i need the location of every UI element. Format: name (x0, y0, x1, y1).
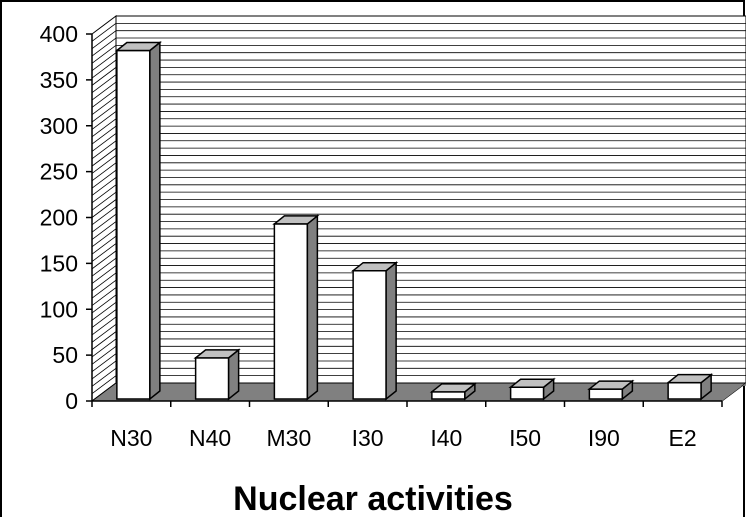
x-tick-label: I90 (588, 425, 620, 451)
x-tick-label: N30 (110, 425, 152, 451)
gridline-side (91, 221, 117, 240)
bar (193, 348, 241, 401)
gridline-side (91, 375, 117, 394)
gridline-side (91, 301, 117, 321)
bar (429, 382, 478, 401)
gridline-side (91, 162, 117, 182)
bar-face (431, 391, 466, 400)
bar (665, 373, 714, 401)
bar-face (667, 381, 702, 400)
y-tick-label: 200 (40, 205, 78, 231)
gridline-side (91, 199, 117, 218)
bar-top (429, 383, 478, 393)
gridline-side (91, 228, 117, 248)
bar-top (272, 215, 320, 225)
gridline-side (91, 191, 117, 211)
x-tick-label: I30 (352, 425, 384, 451)
bar-face (352, 269, 387, 400)
gridline-side (91, 155, 117, 174)
gridline-side (91, 213, 117, 233)
bar-top (114, 41, 163, 52)
gridline-side (91, 250, 117, 270)
gridline-side (91, 37, 117, 57)
gridline-side (91, 52, 117, 72)
bar-face (509, 386, 545, 400)
gridline-side (91, 294, 117, 314)
y-tick-label: 350 (40, 67, 78, 93)
y-tick-label: 300 (40, 113, 78, 139)
y-tick-label: 250 (40, 159, 78, 185)
gridline-side (91, 111, 117, 130)
gridline-side (91, 125, 117, 145)
bar (508, 377, 556, 401)
gridline-side (91, 103, 117, 123)
gridline-side (91, 360, 117, 380)
gridline-side (91, 206, 117, 226)
gridline-side (91, 147, 117, 167)
gridline-side (91, 89, 117, 108)
x-tick-label: I50 (509, 425, 541, 451)
gridline-side (91, 96, 117, 116)
gridline-side (91, 30, 117, 50)
gridline-side (91, 169, 117, 189)
gridline-side (91, 345, 117, 365)
gridline-side (91, 81, 117, 101)
plot-floor-edge (92, 383, 746, 401)
gridline-side (91, 184, 117, 204)
y-tick-label: 150 (40, 250, 78, 276)
gridline-side (91, 368, 117, 387)
bar-side (149, 40, 161, 401)
gridline-side (91, 257, 117, 277)
gridline-side (91, 118, 117, 138)
gridline-side (91, 243, 117, 262)
y-tick-label: 100 (40, 296, 78, 322)
gridline-side (91, 265, 117, 284)
bar-side (385, 261, 397, 401)
gridline-side (91, 309, 117, 328)
bar-top (193, 349, 241, 359)
y-tick-label: 400 (40, 21, 78, 47)
gridline-side (91, 59, 117, 79)
gridline-side (91, 235, 117, 255)
x-tick-label: I40 (430, 425, 462, 451)
bar-top (508, 378, 556, 388)
bar (114, 40, 163, 401)
bar-top (350, 261, 399, 272)
x-tick-label: M30 (267, 425, 312, 451)
gridline-side (91, 272, 117, 292)
bar (272, 214, 320, 401)
gridline-side (91, 177, 117, 196)
gridline-side (91, 23, 117, 42)
bar-face (194, 357, 230, 400)
gridline-side (91, 140, 117, 160)
bar (587, 379, 635, 401)
bar-top (587, 380, 635, 390)
bar-face (588, 388, 624, 400)
gridline-side (91, 287, 117, 306)
gridline-side (91, 279, 117, 299)
y-tick-label: 0 (65, 388, 78, 414)
bar-face (273, 223, 309, 400)
x-tick-label: E2 (669, 425, 697, 451)
gridline-side (91, 74, 117, 94)
gridline-side (91, 331, 117, 350)
bar-side (306, 214, 319, 401)
bar (350, 261, 399, 401)
gridline-side (91, 353, 117, 372)
y-tick-label: 50 (52, 342, 78, 368)
gridline-side (91, 338, 117, 358)
x-tick-label: N40 (189, 425, 231, 451)
x-axis-title: Nuclear activities (233, 480, 513, 517)
gridline-side (91, 67, 117, 86)
gridline-side (91, 133, 117, 152)
gridline-side (91, 316, 117, 336)
bar-top (665, 373, 714, 384)
gridline-side (91, 45, 117, 64)
gridline-side (91, 323, 117, 343)
bar-face (116, 49, 151, 400)
